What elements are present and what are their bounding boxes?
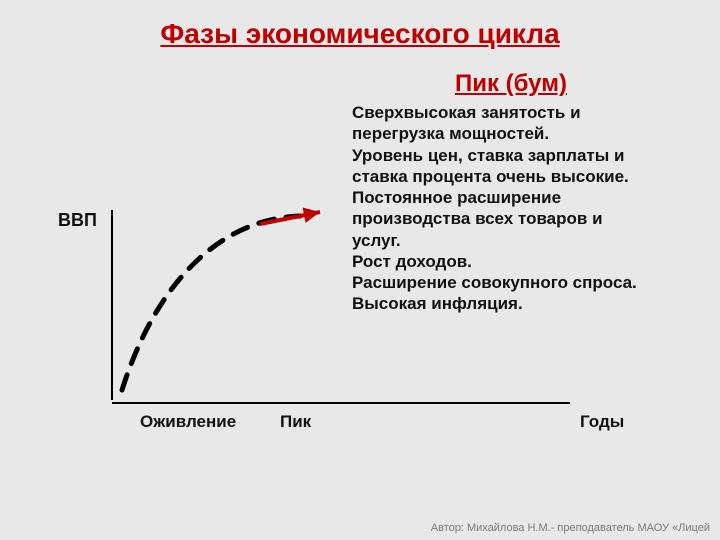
slide: Фазы экономического цикла Пик (бум) Свер…	[0, 0, 720, 540]
footer-text: Автор: Михайлова Н.М.- преподаватель МАО…	[431, 522, 710, 534]
y-axis-label: ВВП	[58, 210, 97, 231]
x-axis-end-label: Годы	[580, 412, 624, 432]
slide-subtitle: Пик (бум)	[455, 70, 567, 98]
slide-title: Фазы экономического цикла	[0, 18, 720, 50]
body-text: Сверхвысокая занятость и перегрузка мощн…	[352, 102, 682, 315]
chart-svg	[100, 200, 345, 418]
